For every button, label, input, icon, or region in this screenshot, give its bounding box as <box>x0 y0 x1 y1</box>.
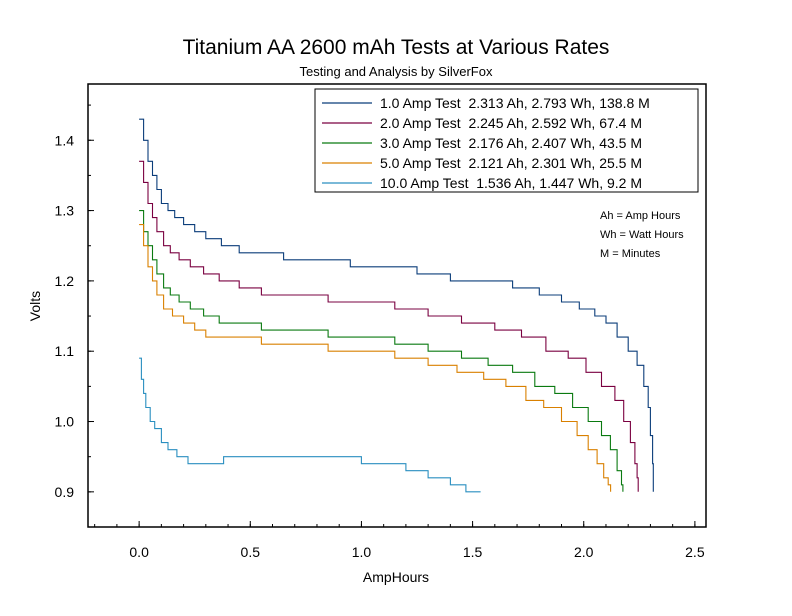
chart-subtitle: Testing and Analysis by SilverFox <box>300 64 493 79</box>
y-tick-label: 1.1 <box>55 343 75 359</box>
series-line <box>139 118 654 492</box>
legend-label: 5.0 Amp Test 2.121 Ah, 2.301 Wh, 25.5 M <box>380 155 642 171</box>
y-axis-label: Volts <box>27 291 43 321</box>
x-tick-label: 0.0 <box>129 544 149 560</box>
x-axis-ticks: 0.0 0.5 1.0 1.5 2.0 2.5 <box>94 521 705 560</box>
y-tick-label: 1.3 <box>55 203 75 219</box>
x-tick-label: 0.5 <box>241 544 261 560</box>
chart-title: Titanium AA 2600 mAh Tests at Various Ra… <box>183 36 610 59</box>
y-tick-label: 1.0 <box>55 414 75 430</box>
y-axis-ticks: 0.9 1.0 1.1 1.2 1.3 1.4 <box>55 104 94 528</box>
y-tick-label: 1.2 <box>55 273 75 289</box>
note-text: M = Minutes <box>600 248 661 260</box>
legend-box <box>314 88 699 193</box>
series-line <box>139 160 639 492</box>
x-tick-label: 1.0 <box>352 544 372 560</box>
series-line <box>139 210 624 492</box>
legend-label: 10.0 Amp Test 1.536 Ah, 1.447 Wh, 9.2 M <box>380 175 642 191</box>
y-tick-label: 1.4 <box>55 132 75 148</box>
legend-label: 1.0 Amp Test 2.313 Ah, 2.793 Wh, 138.8 M <box>380 95 650 111</box>
y-tick-label: 0.9 <box>55 484 75 500</box>
legend-label: 2.0 Amp Test 2.245 Ah, 2.592 Wh, 67.4 M <box>380 115 642 131</box>
note-text: Wh = Watt Hours <box>600 229 684 241</box>
legend-label: 3.0 Amp Test 2.176 Ah, 2.407 Wh, 43.5 M <box>380 135 642 151</box>
x-axis-label: AmpHours <box>363 569 429 585</box>
plot-frame <box>87 83 707 528</box>
series-line <box>139 224 612 492</box>
x-tick-label: 2.5 <box>685 544 705 560</box>
x-tick-label: 2.0 <box>574 544 594 560</box>
note-text: Ah = Amp Hours <box>600 210 681 222</box>
series-layer <box>139 118 654 493</box>
legend: 1.0 Amp Test 2.313 Ah, 2.793 Wh, 138.8 M… <box>314 88 699 193</box>
notes: Ah = Amp Hours Wh = Watt Hours M = Minutes <box>600 210 684 260</box>
x-tick-label: 1.5 <box>463 544 483 560</box>
series-line <box>139 357 481 493</box>
